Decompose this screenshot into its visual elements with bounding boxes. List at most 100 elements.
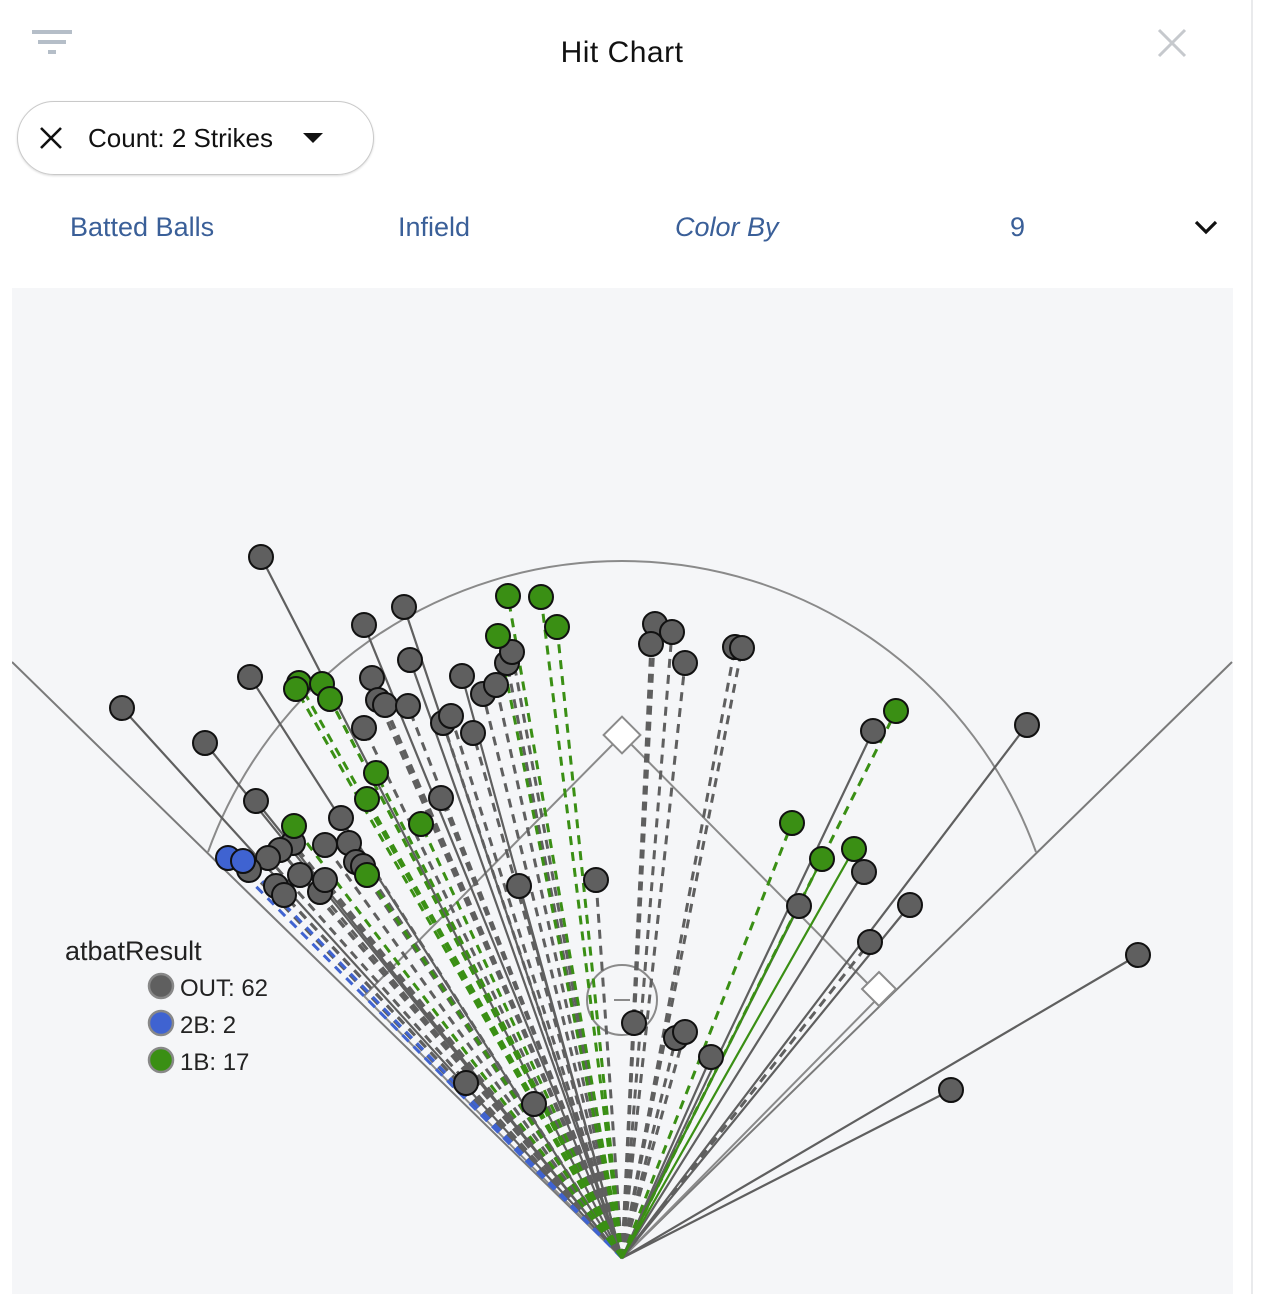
trajectory-line — [620, 662, 687, 1259]
trajectory-line — [247, 868, 624, 1260]
batted-ball-point-out[interactable] — [453, 1070, 479, 1096]
trajectory-line — [620, 1056, 713, 1259]
batted-ball-point-out[interactable] — [672, 1019, 698, 1045]
batted-ball-point-out[interactable] — [786, 893, 812, 919]
batted-ball-point-2b[interactable] — [230, 848, 256, 874]
batted-ball-point-1b[interactable] — [883, 698, 909, 724]
batted-ball-point-1b[interactable] — [354, 862, 380, 888]
legend-swatch-2b — [147, 1009, 175, 1037]
batted-ball-point-out[interactable] — [328, 805, 354, 831]
trajectory-line — [365, 874, 624, 1259]
trajectory-line — [323, 844, 624, 1259]
batted-ball-point-1b[interactable] — [317, 686, 343, 712]
batted-ball-point-out[interactable] — [851, 859, 877, 885]
batted-ball-point-out[interactable] — [391, 594, 417, 620]
batted-ball-point-out[interactable] — [638, 631, 664, 657]
trajectory-line — [408, 659, 624, 1259]
trajectory-line — [621, 848, 855, 1259]
batted-balls-selector[interactable]: Batted Balls — [70, 212, 215, 242]
trajectory-line — [292, 825, 624, 1259]
batted-ball-point-out[interactable] — [521, 1091, 547, 1117]
trajectory-line — [441, 722, 624, 1259]
batted-ball-point-out[interactable] — [397, 647, 423, 673]
remove-filter-icon[interactable] — [38, 125, 64, 151]
trajectory-line — [621, 1089, 952, 1259]
panel-border — [1251, 0, 1253, 1294]
batted-ball-point-out[interactable] — [351, 612, 377, 638]
foul-lines — [12, 661, 1233, 1259]
batted-ball-point-out[interactable] — [109, 695, 135, 721]
trajectory-line — [374, 772, 624, 1259]
trajectory-line — [620, 1031, 687, 1259]
batted-ball-point-out[interactable] — [248, 544, 274, 570]
batted-ball-point-out[interactable] — [583, 867, 609, 893]
trajectory-line — [620, 822, 794, 1259]
batted-ball-point-out[interactable] — [312, 832, 338, 858]
batted-ball-point-out[interactable] — [729, 635, 755, 661]
chevron-down-icon[interactable] — [1193, 218, 1219, 236]
batted-ball-point-1b[interactable] — [354, 786, 380, 812]
batted-ball-point-out[interactable] — [359, 665, 385, 691]
batted-ball-point-out[interactable] — [243, 788, 269, 814]
legend-title: atbatResult — [65, 936, 202, 966]
pitchers-mound — [586, 964, 658, 1036]
trajectory-line — [297, 682, 624, 1259]
batted-ball-point-1b[interactable] — [485, 623, 511, 649]
batted-ball-point-out[interactable] — [897, 892, 923, 918]
batted-ball-point-1b[interactable] — [779, 810, 805, 836]
batted-ball-point-1b[interactable] — [841, 836, 867, 862]
batted-ball-point-1b[interactable] — [281, 813, 307, 839]
batted-ball-point-out[interactable] — [938, 1077, 964, 1103]
batted-ball-point-out[interactable] — [438, 703, 464, 729]
batted-ball-point-out[interactable] — [237, 664, 263, 690]
trajectory-line — [620, 941, 872, 1259]
batted-ball-point-1b[interactable] — [544, 614, 570, 640]
color-by-selector[interactable]: Color By — [675, 212, 779, 242]
batted-ball-point-out[interactable] — [428, 785, 454, 811]
filter-icon[interactable] — [32, 28, 72, 58]
batted-ball-point-out[interactable] — [860, 718, 886, 744]
batted-ball-point-out[interactable] — [460, 720, 486, 746]
batted-ball-point-out[interactable] — [698, 1044, 724, 1070]
batted-ball-point-1b[interactable] — [283, 676, 309, 702]
batted-ball-point-1b[interactable] — [809, 846, 835, 872]
batted-ball-point-out[interactable] — [287, 862, 313, 888]
outfield-arc — [207, 560, 1037, 853]
page-title: Hit Chart — [560, 36, 684, 69]
batted-ball-point-out[interactable] — [857, 929, 883, 955]
batted-ball-point-out[interactable] — [271, 882, 297, 908]
batted-ball-point-out[interactable] — [621, 1010, 647, 1036]
batted-ball-point-1b[interactable] — [528, 584, 554, 610]
batted-ball-point-out[interactable] — [672, 650, 698, 676]
trajectory-line — [481, 693, 624, 1259]
trajectory-line — [620, 623, 657, 1259]
batted-ball-point-out[interactable] — [255, 845, 281, 871]
legend-label-out: OUT: 62 — [180, 975, 268, 1002]
filter-chip-count[interactable]: Count: 2 Strikes — [17, 101, 374, 175]
batted-ball-point-out[interactable] — [449, 663, 475, 689]
batted-ball-point-out[interactable] — [372, 692, 398, 718]
trajectory-line — [121, 707, 623, 1259]
batted-ball-point-1b[interactable] — [363, 760, 389, 786]
batted-ball-point-out[interactable] — [395, 693, 421, 719]
batted-ball-point-out[interactable] — [659, 619, 685, 645]
value-selector[interactable]: 9 — [1010, 212, 1026, 242]
caret-down-icon[interactable] — [302, 133, 323, 143]
batted-ball-point-out[interactable] — [312, 867, 338, 893]
trajectory-line — [621, 871, 865, 1259]
batted-ball-point-1b[interactable] — [495, 583, 521, 609]
batted-ball-point-out[interactable] — [192, 730, 218, 756]
trajectory-line — [471, 732, 624, 1259]
first-base — [860, 970, 898, 1008]
batted-ball-point-out[interactable] — [1014, 712, 1040, 738]
batted-ball-point-out[interactable] — [483, 672, 509, 698]
trajectory-line — [620, 1022, 636, 1259]
close-icon[interactable] — [1156, 27, 1188, 59]
trajectory-line — [620, 710, 898, 1259]
batted-ball-point-1b[interactable] — [408, 811, 434, 837]
infield-selector[interactable]: Infield — [398, 212, 471, 242]
trajectory-line — [439, 797, 624, 1259]
batted-ball-point-out[interactable] — [351, 715, 377, 741]
batted-ball-point-out[interactable] — [506, 873, 532, 899]
batted-ball-point-out[interactable] — [1125, 942, 1151, 968]
